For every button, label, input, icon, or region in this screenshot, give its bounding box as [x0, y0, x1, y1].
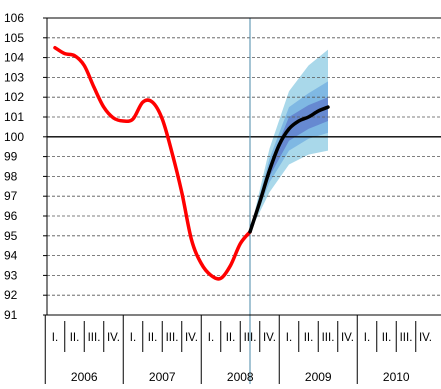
quarter-label-15: III.: [322, 332, 335, 344]
quarter-label-6: II.: [148, 332, 158, 344]
quarter-label-4: IV.: [107, 332, 120, 344]
y-tick-label-92: 92: [4, 288, 18, 302]
y-tick-label-95: 95: [4, 229, 18, 243]
y-tick-label-104: 104: [4, 51, 24, 65]
series-line-actual: [53, 45, 252, 281]
y-tick-label-96: 96: [4, 209, 18, 223]
quarter-label-14: II.: [304, 332, 314, 344]
year-label-2008: 2008: [227, 370, 254, 384]
quarter-label-20: IV.: [419, 332, 432, 344]
quarter-label-18: II.: [382, 332, 392, 344]
year-label-2010: 2010: [383, 370, 410, 384]
quarter-label-9: I.: [208, 332, 214, 344]
y-tick-label-98: 98: [4, 169, 18, 183]
quarter-label-8: IV.: [185, 332, 198, 344]
quarter-label-19: III.: [400, 332, 413, 344]
quarter-label-11: III.: [244, 332, 257, 344]
quarter-label-5: I.: [130, 332, 136, 344]
quarter-label-13: I.: [286, 332, 292, 344]
series-line-forecast: [248, 105, 330, 234]
quarter-label-12: IV.: [263, 332, 276, 344]
quarter-label-7: III.: [166, 332, 179, 344]
quarter-label-16: IV.: [341, 332, 354, 344]
y-tick-label-106: 106: [4, 11, 24, 25]
plot-area: [47, 18, 441, 315]
y-tick-label-105: 105: [4, 31, 24, 45]
y-tick-label-97: 97: [4, 189, 18, 203]
y-tick-label-93: 93: [4, 268, 18, 282]
y-tick-label-99: 99: [4, 150, 18, 164]
y-tick-label-94: 94: [4, 249, 18, 263]
year-label-2006: 2006: [71, 370, 98, 384]
quarter-label-17: I.: [364, 332, 370, 344]
year-label-2009: 2009: [305, 370, 332, 384]
y-tick-label-100: 100: [4, 130, 24, 144]
quarter-label-2: II.: [70, 332, 80, 344]
quarter-label-3: III.: [88, 332, 101, 344]
year-label-2007: 2007: [149, 370, 176, 384]
quarter-label-10: II.: [226, 332, 236, 344]
y-tick-label-91: 91: [4, 308, 18, 322]
y-tick-label-101: 101: [4, 110, 24, 124]
y-tick-label-102: 102: [4, 90, 24, 104]
y-tick-label-103: 103: [4, 70, 24, 84]
quarter-label-1: I.: [52, 332, 58, 344]
